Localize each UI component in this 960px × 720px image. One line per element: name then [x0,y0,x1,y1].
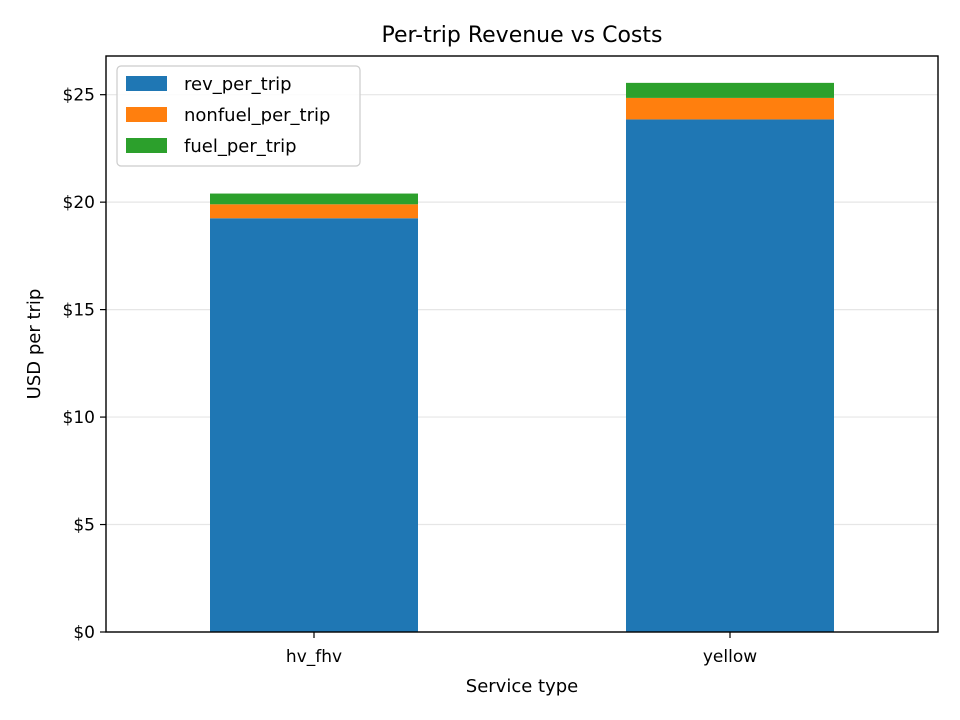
y-tick-label: $20 [63,193,95,213]
y-tick-label: $15 [63,301,95,321]
x-axis-label: Service type [466,676,578,697]
bars [210,82,834,633]
legend-label: nonfuel_per_trip [184,105,330,126]
bar-nonfuel_per_trip-yellow [626,97,834,120]
x-axis-ticks: hv_fhv yellow [286,632,757,667]
legend-swatch [126,76,167,91]
y-tick-label: $25 [63,86,95,106]
x-tick-label: hv_fhv [286,647,342,667]
legend-box [116,65,361,167]
x-tick-label: yellow [703,647,757,667]
chart-title: Per-trip Revenue vs Costs [382,23,663,48]
bar-fuel_per_trip-hv_fhv [210,193,418,205]
bar-rev_per_trip-yellow [626,119,834,633]
bar-fuel_per_trip-yellow [626,82,834,98]
y-tick-label: $10 [63,408,95,428]
y-axis-label: USD per trip [24,289,45,400]
plot-frame [105,55,939,633]
legend-swatch [126,107,167,122]
y-tick-label: $5 [73,516,95,536]
y-tick-label: $0 [73,623,95,643]
legend: rev_per_trip nonfuel_per_trip fuel_per_tri… [116,65,361,167]
legend-label: fuel_per_trip [184,136,297,157]
legend-swatch [126,138,167,153]
legend-label: rev_per_trip [184,74,292,95]
bar-rev_per_trip-hv_fhv [210,218,418,632]
bar-nonfuel_per_trip-hv_fhv [210,204,418,219]
y-axis-ticks: $0 $5 $10 $15 $20 $25 [63,86,106,643]
